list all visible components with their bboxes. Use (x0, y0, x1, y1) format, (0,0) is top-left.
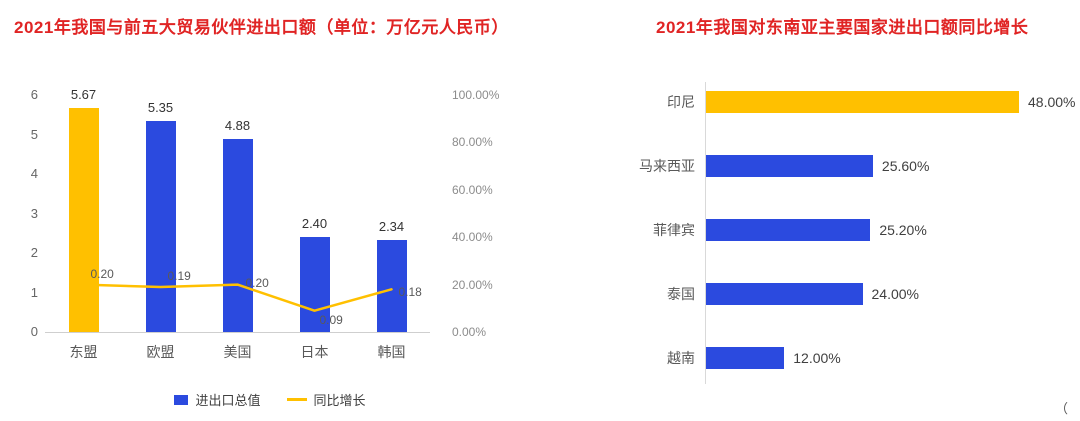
hbar-泰国 (706, 283, 863, 305)
hbar-越南 (706, 347, 785, 369)
line-value-label: 0.19 (167, 268, 191, 283)
left-chart-plot-area: 5.67 5.35 4.88 2.40 2.34 0.20 0.19 0.20 0.09 0.18 (45, 87, 430, 333)
left-chart-title: 2021年我国与前五大贸易伙伴进出口额（单位：万亿元人民币） (14, 18, 509, 37)
x-axis-label-欧盟: 欧盟 (146, 344, 175, 360)
line-value-label: 0.09 (319, 312, 343, 327)
percent-axis-tick: 40.00% (452, 230, 493, 245)
bar-东盟 (68, 108, 99, 332)
x-axis-label-韩国: 韩国 (377, 344, 406, 360)
x-axis-label-美国: 美国 (223, 344, 252, 360)
category-label-马来西亚: 马来西亚 (639, 158, 695, 174)
category-label-印尼: 印尼 (667, 94, 695, 110)
category-label-越南: 越南 (667, 350, 695, 366)
line-value-label: 0.18 (398, 285, 422, 300)
category-label-菲律宾: 菲律宾 (653, 222, 695, 238)
percent-axis-tick: 20.00% (452, 277, 493, 292)
legend-item-bar-series: 进出口总值 (174, 390, 261, 409)
y-axis-tick: 3 (30, 205, 38, 221)
y-axis-tick: 5 (30, 126, 38, 142)
bar-欧盟 (145, 120, 176, 332)
legend-item-line-series: 同比增长 (286, 390, 366, 409)
corner-text: （ (1055, 401, 1069, 416)
x-axis-label-日本: 日本 (300, 344, 329, 360)
category-label-泰国: 泰国 (667, 286, 695, 302)
legend-label: 进出口总值 (195, 393, 261, 408)
legend-line-marker-icon (286, 398, 307, 401)
left-chart-y-axis: 6 5 4 3 2 1 0 (10, 88, 38, 339)
hbar-马来西亚 (706, 155, 873, 177)
right-chart-title: 2021年我国对东南亚主要国家进出口额同比增长 (656, 18, 1029, 37)
line-value-label: 0.20 (245, 275, 269, 290)
bar-value-label: 5.67 (70, 87, 97, 103)
bar-美国 (222, 139, 253, 332)
legend-label: 同比增长 (313, 393, 366, 408)
right-chart-axis-line (705, 82, 706, 384)
hbar-印尼 (706, 91, 1019, 113)
x-axis-label-东盟: 东盟 (69, 344, 98, 360)
y-axis-tick: 1 (30, 284, 38, 300)
bar-value-label: 2.34 (378, 218, 405, 234)
y-axis-tick: 2 (30, 245, 38, 260)
hbar-value-label: 25.20% (879, 222, 927, 238)
bar-日本 (299, 237, 330, 332)
left-chart-percent-axis: 100.00% 80.00% 60.00% 40.00% 20.00% 0.00% (452, 88, 512, 339)
right-chart-plot-area: 印尼 48.00% 马来西亚 25.60% 菲律宾 25.20% 泰国 24.00% 越南 12.… (540, 70, 1080, 400)
percent-axis-tick: 60.00% (452, 182, 493, 197)
bar-value-label: 2.40 (301, 216, 328, 232)
left-chart-legend: 进出口总值 同比增长 (60, 390, 480, 409)
y-axis-tick: 0 (30, 324, 38, 339)
bar-value-label: 5.35 (147, 99, 174, 115)
y-axis-tick: 4 (30, 166, 38, 181)
hbar-value-label: 12.00% (793, 350, 841, 366)
y-axis-tick: 6 (30, 87, 38, 102)
bar-韩国 (376, 239, 407, 332)
left-chart-x-axis-labels: 东盟 欧盟 美国 日本 韩国 (45, 342, 430, 362)
line-value-label: 0.20 (90, 266, 114, 281)
hbar-value-label: 24.00% (871, 286, 919, 302)
percent-axis-tick: 100.00% (452, 88, 500, 102)
hbar-value-label: 25.60% (881, 158, 930, 174)
bar-value-label: 4.88 (224, 118, 251, 134)
percent-axis-tick: 80.00% (452, 135, 493, 150)
percent-axis-tick: 0.00% (452, 325, 487, 339)
hbar-菲律宾 (706, 219, 871, 241)
growth-line (82, 283, 393, 312)
legend-bar-marker-icon (174, 394, 189, 405)
hbar-value-label: 48.00% (1028, 94, 1076, 110)
